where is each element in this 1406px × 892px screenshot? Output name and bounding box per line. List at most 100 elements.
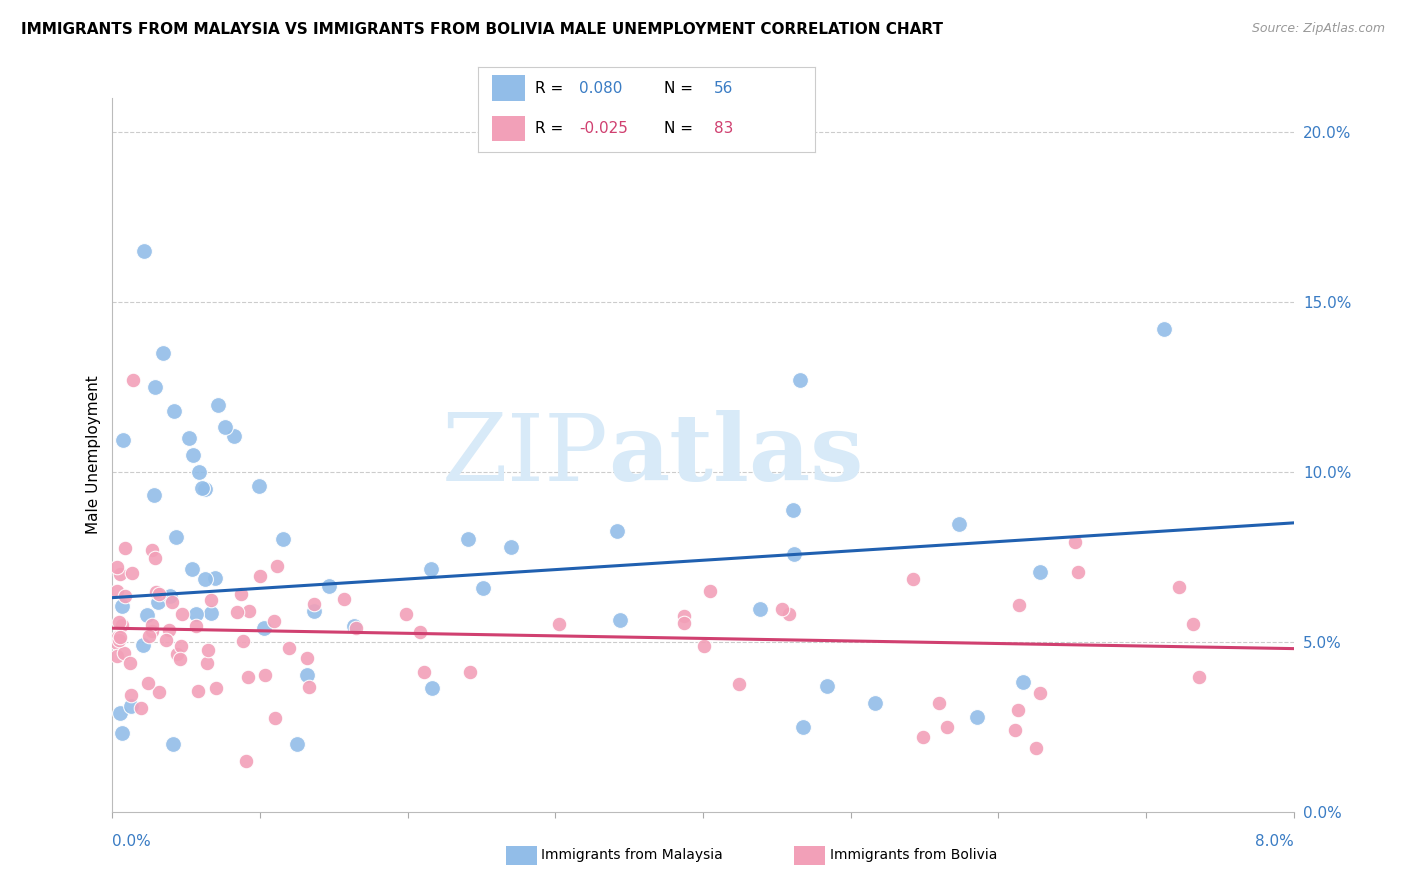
Point: [1182, 617, 1205, 632]
Point: [132, 638, 155, 652]
Point: [770, 602, 793, 616]
Text: Immigrants from Malaysia: Immigrants from Malaysia: [541, 848, 723, 863]
Point: [458, 665, 481, 679]
Bar: [492, 116, 526, 142]
Point: [136, 676, 159, 690]
Point: [271, 532, 294, 546]
Point: [783, 547, 806, 561]
Point: [110, 617, 132, 632]
Point: [236, 670, 259, 684]
Text: N =: N =: [664, 121, 697, 136]
Point: [108, 633, 131, 648]
Text: N =: N =: [664, 80, 697, 95]
Point: [1063, 534, 1085, 549]
Point: [1067, 565, 1090, 579]
Point: [1008, 599, 1031, 613]
Point: [298, 681, 321, 695]
Point: [121, 566, 143, 581]
Point: [420, 681, 443, 695]
Text: Immigrants from Bolivia: Immigrants from Bolivia: [830, 848, 997, 863]
Point: [1153, 322, 1175, 336]
Point: [318, 578, 340, 592]
Point: [112, 433, 135, 447]
Text: ZIP: ZIP: [441, 410, 609, 500]
Point: [146, 595, 169, 609]
Point: [235, 754, 257, 768]
Point: [673, 616, 696, 631]
Point: [186, 607, 208, 622]
Point: [948, 517, 970, 532]
Point: [277, 641, 299, 656]
Point: [187, 683, 209, 698]
Point: [792, 720, 814, 734]
Point: [200, 606, 222, 620]
Point: [693, 639, 716, 653]
Point: [911, 730, 934, 744]
Point: [108, 615, 131, 629]
Point: [609, 613, 631, 627]
Point: [193, 482, 215, 496]
Point: [1188, 669, 1211, 683]
Point: [136, 607, 159, 622]
Point: [412, 665, 434, 680]
Point: [134, 244, 156, 258]
Point: [120, 688, 142, 702]
Text: -0.025: -0.025: [579, 121, 628, 136]
Point: [966, 709, 988, 723]
Point: [778, 607, 800, 622]
Text: R =: R =: [536, 80, 568, 95]
Point: [108, 630, 131, 644]
Point: [205, 681, 228, 695]
Point: [343, 618, 366, 632]
Point: [936, 720, 959, 734]
Point: [344, 621, 367, 635]
Bar: [492, 76, 526, 101]
Text: 83: 83: [714, 121, 734, 136]
Text: IMMIGRANTS FROM MALAYSIA VS IMMIGRANTS FROM BOLIVIA MALE UNEMPLOYMENT CORRELATIO: IMMIGRANTS FROM MALAYSIA VS IMMIGRANTS F…: [21, 22, 943, 37]
Point: [148, 685, 170, 699]
Point: [606, 524, 628, 538]
Point: [122, 373, 145, 387]
Point: [114, 590, 136, 604]
Point: [295, 650, 318, 665]
Point: [114, 541, 136, 556]
Text: atlas: atlas: [609, 410, 863, 500]
Point: [499, 540, 522, 554]
Point: [815, 679, 838, 693]
Point: [121, 699, 143, 714]
Point: [214, 420, 236, 434]
Point: [191, 481, 214, 495]
Point: [112, 646, 135, 660]
Point: [181, 562, 204, 576]
Point: [108, 566, 131, 581]
Point: [105, 583, 128, 598]
Point: [141, 624, 163, 638]
Text: 56: 56: [714, 80, 734, 95]
Point: [224, 429, 246, 443]
Point: [200, 593, 222, 607]
Point: [204, 571, 226, 585]
Point: [184, 618, 207, 632]
Point: [165, 530, 187, 544]
Point: [169, 652, 191, 666]
Point: [547, 616, 569, 631]
Point: [285, 737, 308, 751]
Point: [1028, 566, 1050, 580]
Point: [170, 607, 193, 621]
Point: [145, 585, 167, 599]
Point: [145, 380, 167, 394]
Point: [928, 696, 950, 710]
Point: [155, 632, 177, 647]
Text: R =: R =: [536, 121, 568, 136]
Point: [1029, 686, 1052, 700]
Point: [238, 604, 260, 618]
Point: [148, 587, 170, 601]
Point: [107, 631, 129, 645]
Point: [138, 629, 160, 643]
Point: [170, 639, 193, 653]
Point: [143, 550, 166, 565]
Point: [727, 677, 749, 691]
Point: [141, 617, 163, 632]
Point: [302, 598, 325, 612]
Point: [141, 543, 163, 558]
